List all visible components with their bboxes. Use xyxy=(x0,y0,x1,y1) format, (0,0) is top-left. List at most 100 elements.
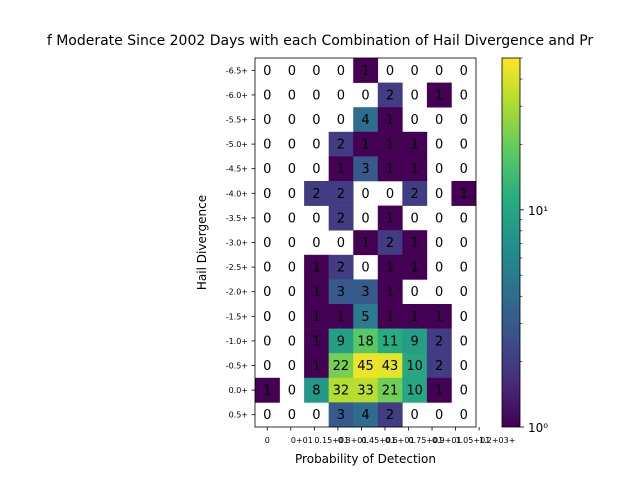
cell-value-label: 0 xyxy=(410,88,418,103)
heatmap-cell xyxy=(402,131,428,157)
heatmap-cell xyxy=(377,377,403,403)
heatmap-cell xyxy=(328,131,354,157)
heatmap-cell xyxy=(255,377,280,403)
cell-value-label: 9 xyxy=(410,334,418,349)
cell-value-label: 0 xyxy=(312,408,320,423)
cell-value-label: 1 xyxy=(386,162,394,177)
heatmap-cell xyxy=(402,181,428,206)
cell-value-label: 4 xyxy=(361,113,369,128)
cell-value-label: 0 xyxy=(460,211,468,226)
cell-value-label: 1 xyxy=(410,310,418,325)
colorbar-ticks: 10⁰ 10¹ xyxy=(520,57,548,435)
cell-value-label: 0 xyxy=(263,64,271,79)
cell-value-label: 0 xyxy=(460,384,468,399)
cell-value-label: 3 xyxy=(361,285,369,300)
cell-value-label: 0 xyxy=(288,310,296,325)
cell-value-label: 1 xyxy=(410,236,418,251)
cell-value-label: 0 xyxy=(435,211,443,226)
cell-value-label: 0 xyxy=(410,211,418,226)
heatmap-cell xyxy=(353,58,379,83)
cell-value-label: 0 xyxy=(435,187,443,202)
cell-value-label: 0 xyxy=(312,162,320,177)
cell-value-label: 1 xyxy=(386,261,394,276)
heatmap-cell xyxy=(426,328,452,354)
heatmap-cell xyxy=(304,328,329,354)
cell-value-label: 0 xyxy=(337,113,345,128)
cell-value-label: 1 xyxy=(312,359,320,374)
heatmap-cell xyxy=(328,156,354,182)
heatmap-cell xyxy=(402,328,428,354)
cell-value-label: 2 xyxy=(410,187,418,202)
cell-value-label: 0 xyxy=(386,64,394,79)
y-tick-label: 0.0+ xyxy=(229,386,248,395)
x-tick-label: 0.3+01 xyxy=(338,436,368,445)
heatmap-cell xyxy=(426,353,452,379)
heatmap-cell xyxy=(377,82,403,108)
cell-value-label: 1 xyxy=(312,334,320,349)
heatmap-cell xyxy=(328,181,354,206)
cell-value-label: 3 xyxy=(337,285,345,300)
heatmap-cell xyxy=(304,377,329,403)
heatmap-cell xyxy=(353,107,379,133)
cell-value-label: 0 xyxy=(361,261,369,276)
cell-value-label: 1 xyxy=(386,285,394,300)
y-tick-label: -4.0+ xyxy=(226,189,248,198)
cell-value-label: 0 xyxy=(435,162,443,177)
cell-value-label: 1 xyxy=(263,384,271,399)
heatmap-cell xyxy=(377,353,403,379)
cell-value-label: 0 xyxy=(337,64,345,79)
cell-value-label: 0 xyxy=(410,408,418,423)
cell-value-label: 1 xyxy=(312,285,320,300)
cell-value-label: 0 xyxy=(435,261,443,276)
heatmap-cell xyxy=(377,230,403,256)
cell-value-label: 0 xyxy=(435,236,443,251)
cell-value-label: 0 xyxy=(460,261,468,276)
cell-value-label: 0 xyxy=(312,113,320,128)
cell-value-label: 0 xyxy=(435,285,443,300)
cell-value-label: 0 xyxy=(288,359,296,374)
heatmap-cell xyxy=(402,156,428,182)
heatmap-cell xyxy=(426,304,452,329)
cell-value-label: 1 xyxy=(312,261,320,276)
heatmap-cell xyxy=(402,254,428,280)
cell-value-label: 0 xyxy=(288,187,296,202)
cell-value-label: 1 xyxy=(361,138,369,153)
cell-value-label: 0 xyxy=(460,113,468,128)
heatmap-cell xyxy=(328,353,354,379)
cell-value-label: 1 xyxy=(312,310,320,325)
y-tick-label: 0.5+ xyxy=(229,411,248,420)
cell-value-label: 0 xyxy=(460,285,468,300)
cell-value-label: 43 xyxy=(382,359,399,374)
colorbar-tick-label: 10¹ xyxy=(528,204,548,218)
cell-value-label: 2 xyxy=(386,236,394,251)
heatmap-cell xyxy=(353,328,379,354)
cell-value-label: 0 xyxy=(460,162,468,177)
cell-value-label: 1 xyxy=(435,88,443,103)
x-tick-label: 1.05+01 xyxy=(456,436,491,445)
cell-value-label: 0 xyxy=(361,88,369,103)
chart-title: f Moderate Since 2002 Days with each Com… xyxy=(47,33,594,49)
colorbar-tick-label: 10⁰ xyxy=(528,421,548,435)
cell-value-label: 0 xyxy=(288,408,296,423)
cell-value-label: 0 xyxy=(460,334,468,349)
cell-value-label: 0 xyxy=(386,187,394,202)
colorbar xyxy=(501,57,521,428)
y-tick-label: -0.5+ xyxy=(226,362,248,371)
heatmap-cell xyxy=(377,205,403,231)
cell-value-label: 0 xyxy=(263,211,271,226)
cell-value-label: 32 xyxy=(333,384,350,399)
cell-value-label: 0 xyxy=(288,384,296,399)
cell-value-label: 0 xyxy=(435,64,443,79)
cell-value-label: 1 xyxy=(410,261,418,276)
y-tick-label: -1.5+ xyxy=(226,312,248,321)
cell-value-label: 0 xyxy=(263,408,271,423)
cell-value-label: 3 xyxy=(361,162,369,177)
cell-value-label: 10 xyxy=(406,384,423,399)
cell-value-label: 0 xyxy=(312,211,320,226)
cell-value-label: 0 xyxy=(288,211,296,226)
cell-value-label: 2 xyxy=(337,138,345,153)
cell-value-label: 5 xyxy=(361,310,369,325)
y-tick-label: -3.5+ xyxy=(226,214,248,223)
heatmap-cell xyxy=(353,156,379,182)
cell-value-label: 0 xyxy=(263,113,271,128)
